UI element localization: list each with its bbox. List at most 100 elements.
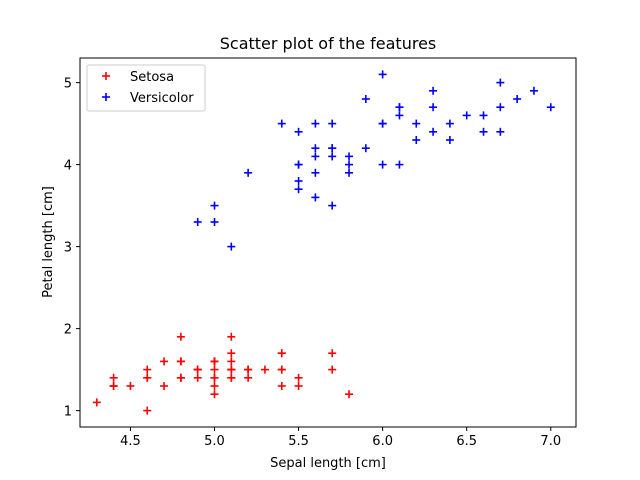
scatter-point-setosa-33: [294, 373, 303, 382]
y-tick-label: 2: [64, 323, 72, 338]
scatter-point-setosa-36: [294, 382, 303, 390]
scatter-point-setosa-29: [160, 357, 169, 366]
scatter-point-setosa-23: [227, 349, 236, 358]
scatter-point-versicolor-14: [311, 193, 320, 202]
y-axis-ticks: 1 2 3 4 5: [64, 77, 80, 420]
scatter-point-versicolor-0: [546, 103, 555, 112]
scatter-point-setosa-32: [244, 365, 253, 374]
scatter-point-versicolor-15: [496, 127, 505, 136]
chart-title: Scatter plot of the features: [220, 34, 437, 53]
scatter-point-versicolor-23: [395, 103, 404, 112]
scatter-point-setosa-30: [176, 357, 185, 366]
scatter-point-versicolor-12: [378, 160, 387, 169]
x-tick-label: 5.0: [204, 434, 225, 449]
scatter-point-versicolor-9: [244, 168, 253, 177]
scatter-point-versicolor-49: [328, 152, 337, 161]
scatter-point-setosa-28: [244, 373, 253, 382]
scatter-point-versicolor-39: [294, 160, 303, 169]
scatter-point-versicolor-31: [294, 185, 303, 194]
scatter-point-setosa-35: [210, 390, 219, 399]
scatter-point-setosa-22: [143, 406, 152, 415]
scatter-point-setosa-8: [109, 373, 118, 382]
y-axis-title: Petal length [cm]: [41, 186, 56, 298]
scatter-point-setosa-20: [277, 349, 286, 358]
scatter-point-versicolor-46: [328, 144, 337, 153]
scatter-point-setosa-45: [176, 373, 185, 382]
scatter-point-versicolor-38: [311, 152, 320, 161]
y-tick-label: 5: [64, 77, 72, 92]
x-tick-label: 5.5: [288, 434, 309, 449]
scatter-point-versicolor-22: [429, 86, 438, 95]
scatter-point-versicolor-29: [328, 201, 337, 210]
scatter-point-versicolor-6: [429, 103, 438, 112]
legend-marker-versicolor: [102, 93, 110, 101]
scatter-point-versicolor-30: [294, 177, 303, 185]
scatter-point-versicolor-24: [445, 136, 454, 144]
scatter-point-versicolor-19: [311, 168, 320, 177]
scatter-point-setosa-1: [193, 373, 202, 382]
scatter-point-versicolor-21: [395, 160, 404, 169]
scatter-point-setosa-24: [176, 332, 185, 341]
scatter-point-versicolor-5: [328, 119, 337, 128]
scatter-point-versicolor-44: [311, 144, 320, 153]
scatter-point-versicolor-43: [210, 218, 219, 226]
x-axis-ticks: 4.5 5.0 5.5 6.0 6.5 7.0: [120, 427, 561, 449]
points-layer: [92, 70, 555, 415]
scatter-point-versicolor-17: [345, 152, 354, 161]
scatter-point-versicolor-20: [361, 95, 370, 103]
legend-label-setosa: Setosa: [130, 70, 174, 85]
x-axis-title: Sepal length [cm]: [270, 456, 386, 471]
scatter-point-setosa-13: [92, 398, 101, 407]
y-tick-label: 4: [64, 159, 72, 174]
scatter-point-setosa-43: [210, 357, 219, 366]
scatter-point-setosa-18: [328, 349, 337, 358]
scatter-point-setosa-3: [143, 365, 152, 374]
x-tick-label: 7.0: [540, 434, 561, 449]
scatter-point-setosa-40: [210, 382, 219, 390]
scatter-point-versicolor-8: [479, 111, 488, 120]
scatter-point-versicolor-18: [412, 119, 421, 128]
scatter-point-versicolor-10: [210, 201, 219, 210]
plot-area-frame: [79, 57, 577, 428]
scatter-point-versicolor-41: [395, 111, 404, 120]
scatter-point-setosa-2: [160, 382, 169, 390]
scatter-point-setosa-48: [260, 365, 269, 374]
legend-items: Setosa Versicolor: [102, 70, 194, 106]
x-tick-label: 6.0: [372, 434, 393, 449]
scatter-point-versicolor-35: [378, 119, 387, 128]
x-tick-label: 6.5: [456, 434, 477, 449]
scatter-point-setosa-46: [227, 357, 236, 366]
scatter-point-setosa-44: [227, 332, 236, 341]
x-tick-label: 4.5: [120, 434, 141, 449]
scatter-point-versicolor-2: [529, 86, 538, 95]
legend-marker-setosa: [102, 72, 110, 80]
scatter-point-versicolor-42: [345, 160, 354, 169]
scatter-point-setosa-16: [277, 382, 286, 390]
scatter-point-versicolor-7: [193, 218, 202, 226]
scatter-point-setosa-42: [109, 382, 118, 390]
scatter-point-setosa-14: [345, 390, 354, 399]
scatter-point-setosa-37: [193, 365, 202, 374]
scatter-point-versicolor-1: [445, 119, 454, 128]
y-tick-label: 3: [64, 241, 72, 256]
scatter-point-versicolor-36: [496, 103, 505, 112]
scatter-point-versicolor-4: [462, 111, 471, 120]
scatter-point-versicolor-48: [227, 242, 236, 251]
scatter-point-versicolor-37: [429, 127, 438, 136]
scatter-point-versicolor-16: [311, 119, 320, 128]
scatter-point-setosa-49: [210, 373, 219, 382]
scatter-point-versicolor-11: [361, 144, 370, 153]
scatter-point-versicolor-40: [294, 127, 303, 136]
scatter-point-setosa-41: [126, 382, 135, 390]
scatter-point-setosa-15: [328, 365, 337, 374]
scatter-point-versicolor-33: [378, 70, 387, 79]
y-tick-label: 1: [64, 405, 72, 420]
legend-frame: [86, 64, 206, 112]
legend-label-versicolor: Versicolor: [130, 91, 194, 106]
scatter-point-setosa-47: [143, 373, 152, 382]
legend: Setosa Versicolor: [86, 64, 206, 112]
scatter-point-setosa-31: [277, 365, 286, 374]
scatter-point-setosa-39: [227, 365, 236, 374]
scatter-point-versicolor-26: [513, 95, 522, 103]
